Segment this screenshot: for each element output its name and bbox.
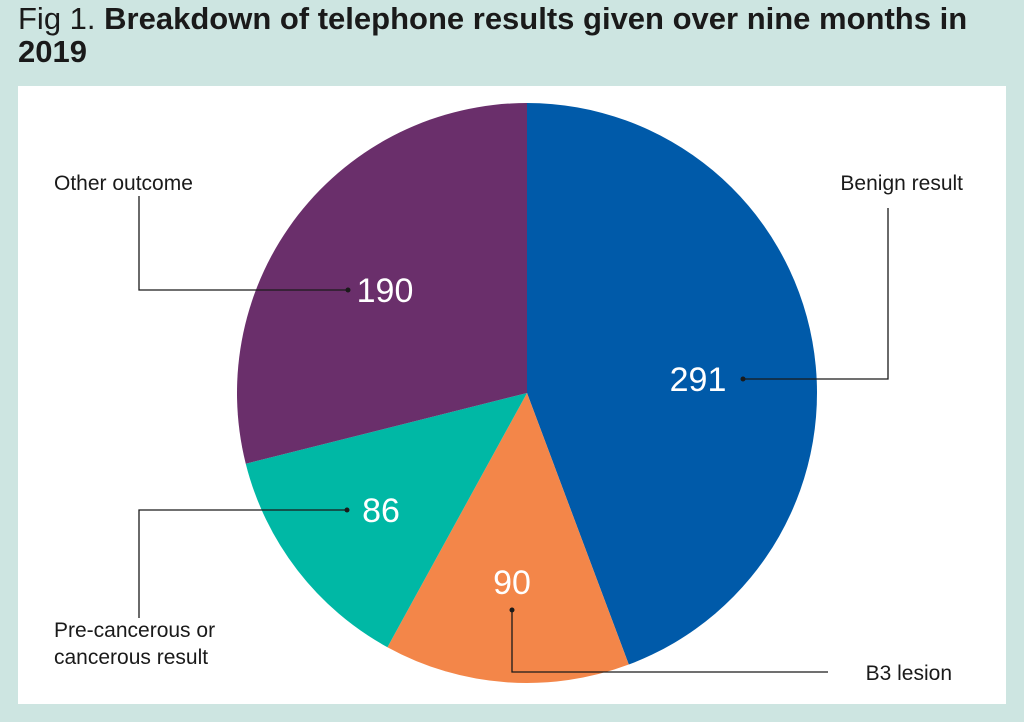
label-benign: Benign result: [840, 172, 963, 195]
leader-line-benign: [743, 208, 889, 380]
pie-slice-other: [236, 103, 527, 464]
slice-value-b3: 90: [493, 564, 531, 602]
leader-line-b3: [511, 610, 828, 673]
leader-dot-benign: [740, 376, 746, 382]
label-b3: B3 lesion: [866, 662, 952, 685]
slice-value-benign: 291: [670, 361, 727, 399]
pie-slice-precancer: [245, 393, 527, 648]
leader-dot-precancer: [344, 507, 350, 513]
chart-panel: 291 90 86 190 Benign result B3 lesion Pr…: [18, 86, 1006, 704]
leader-lines: [138, 196, 889, 673]
leader-dot-b3: [509, 607, 515, 613]
leader-line-other: [138, 196, 348, 291]
figure-heading: Breakdown of telephone results given ove…: [18, 1, 968, 69]
label-precancer-line2: cancerous result: [54, 646, 208, 669]
slice-value-precancer: 86: [362, 492, 400, 530]
pie-slice-benign: [527, 103, 818, 665]
pie-slice-b3: [387, 393, 629, 684]
figure-label: Fig 1.: [18, 1, 96, 36]
figure-title: Fig 1. Breakdown of telephone results gi…: [18, 2, 1008, 68]
leader-dot-other: [345, 287, 351, 293]
leader-line-precancer: [138, 509, 347, 618]
label-other: Other outcome: [54, 172, 193, 195]
label-precancer-line1: Pre-cancerous or: [54, 619, 215, 642]
leader-dots: [344, 287, 746, 613]
slice-value-other: 190: [357, 272, 414, 310]
pie-chart: 291 90 86 190 Benign result B3 lesion Pr…: [54, 103, 963, 685]
pie-slices: [236, 103, 818, 684]
